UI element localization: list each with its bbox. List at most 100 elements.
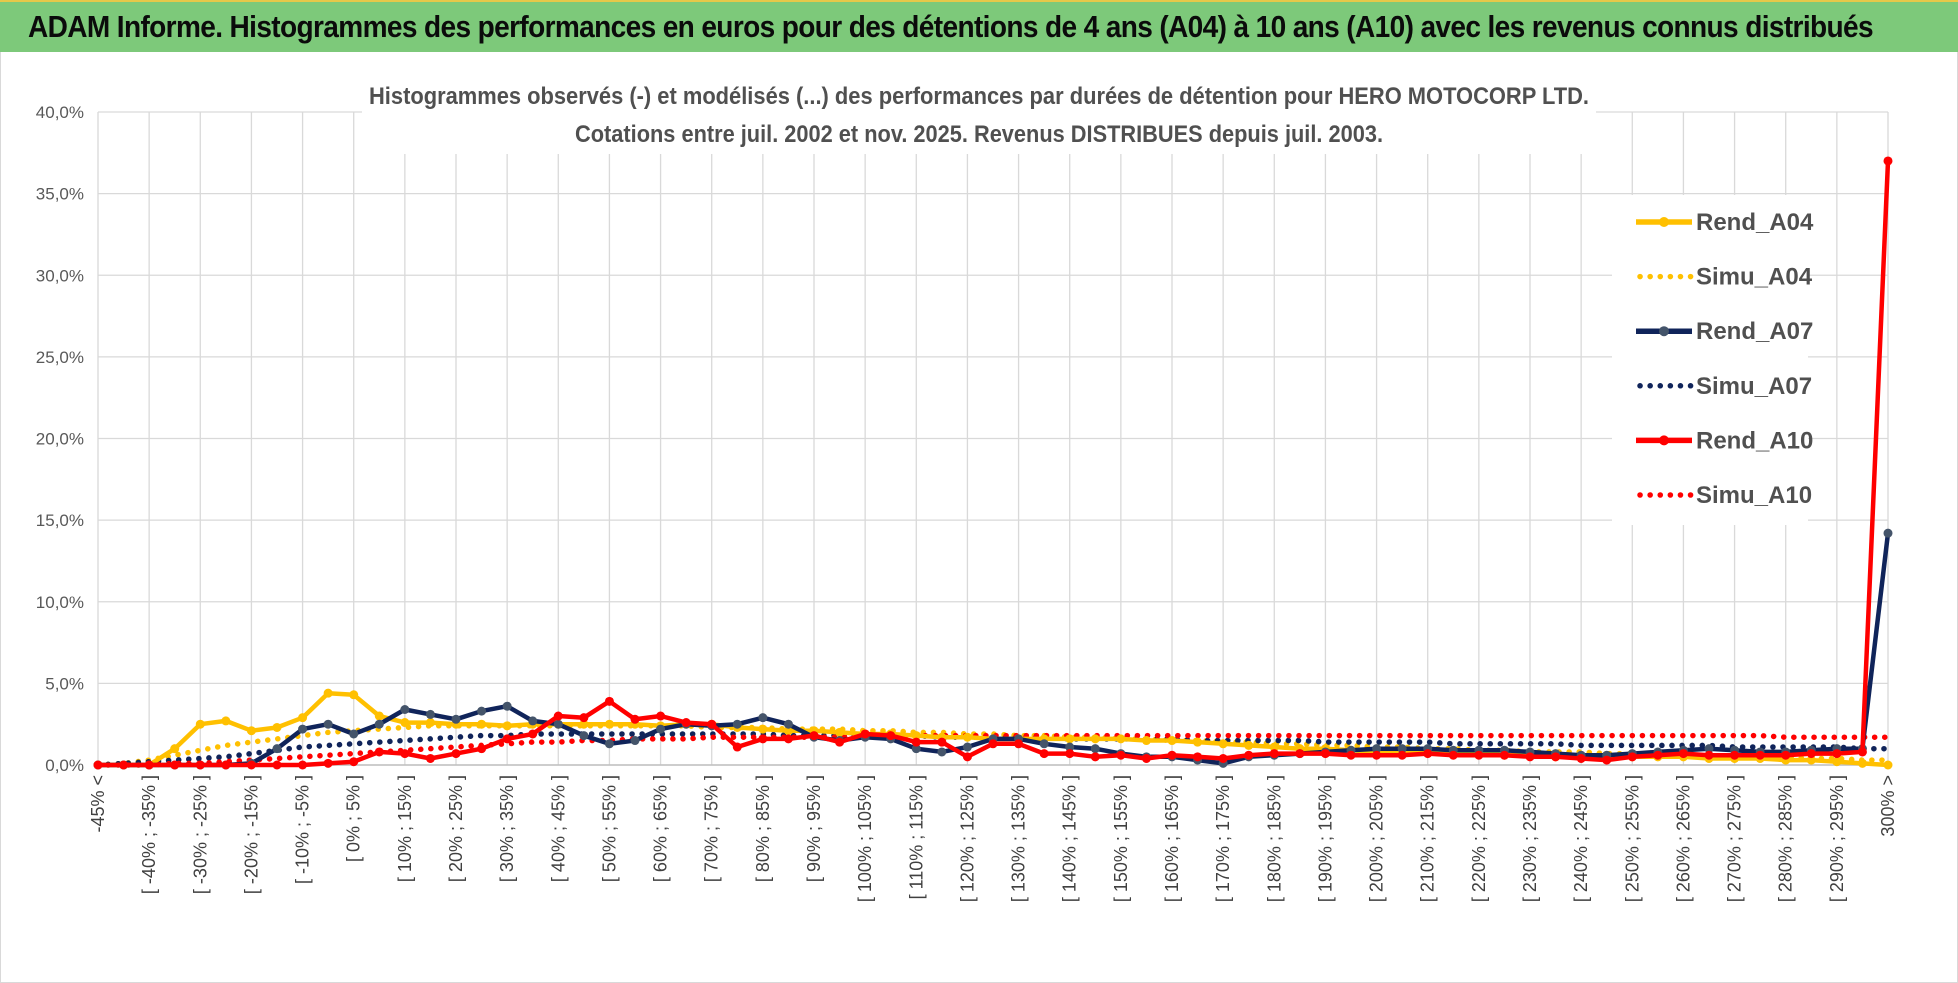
data-point-Rend_A10 (1014, 739, 1024, 749)
data-point-Rend_A10 (1525, 752, 1535, 762)
x-tick-label: [ 10% ; 15% ] (395, 775, 415, 882)
legend-label: Simu_A07 (1696, 373, 1812, 400)
legend-marker (1659, 435, 1669, 446)
data-point-Rend_A04 (272, 722, 282, 732)
data-point-Rend_A10 (1576, 753, 1586, 763)
data-point-Rend_A07 (349, 729, 359, 739)
data-point-Rend_A10 (1499, 750, 1509, 760)
data-point-Rend_A10 (1269, 749, 1279, 759)
data-point-Rend_A07 (502, 701, 512, 711)
data-point-Rend_A04 (1244, 740, 1254, 750)
x-tick-label: [ 60% ; 65% ] (651, 775, 671, 882)
data-point-Rend_A10 (1193, 752, 1203, 762)
y-axis-ticks: 0,0% 5,0% 10,0% 15,0% 20,0% 25,0% 30,0% 35,0% 40… (36, 103, 84, 775)
series-line-Simu_A04 (95, 723, 1891, 768)
data-point-Rend_A10 (604, 696, 614, 706)
data-point-Rend_A10 (1730, 750, 1740, 760)
x-tick-label: [ 280% ; 285% ] (1776, 775, 1796, 902)
data-point-Rend_A10 (1372, 750, 1382, 760)
data-point-Rend_A10 (528, 729, 538, 739)
legend-marker (1659, 326, 1669, 337)
data-point-Rend_A10 (809, 731, 819, 741)
data-point-Rend_A10 (1090, 752, 1100, 762)
data-point-Rend_A04 (1832, 757, 1842, 767)
data-point-Rend_A10 (860, 729, 870, 739)
data-point-Rend_A10 (298, 760, 308, 770)
data-point-Rend_A04 (374, 711, 384, 721)
data-point-Rend_A04 (349, 690, 359, 700)
data-point-Rend_A10 (170, 760, 180, 770)
data-point-Rend_A07 (528, 716, 538, 726)
chart-subtitle: Cotations entre juil. 2002 et nov. 2025.… (575, 121, 1383, 148)
legend-item-Simu_A10: Simu_A10 (1637, 482, 1812, 509)
x-tick-label: -45% < (88, 775, 108, 833)
x-tick-label: [ 140% ; 145% ] (1060, 775, 1080, 902)
x-tick-label: [ 20% ; 25% ] (446, 775, 466, 882)
data-point-Rend_A10 (1397, 750, 1407, 760)
series-lines (93, 156, 1893, 770)
legend-label: Simu_A04 (1696, 264, 1813, 291)
data-point-Rend_A04 (221, 716, 231, 726)
x-tick-label: [ 120% ; 125% ] (957, 775, 977, 902)
data-point-Rend_A04 (1883, 760, 1893, 770)
x-tick-label: [ 110% ; 115% ] (906, 775, 926, 899)
x-tick-label: [ 80% ; 85% ] (753, 775, 773, 882)
data-point-Rend_A10 (349, 757, 359, 767)
x-tick-label: 300% > (1878, 775, 1898, 837)
y-tick-label: 5,0% (45, 674, 84, 693)
data-point-Rend_A10 (1781, 750, 1791, 760)
data-point-Rend_A07 (758, 713, 768, 723)
chart-title: Histogrammes observés (-) et modélisés (… (369, 83, 1589, 110)
data-point-Rend_A07 (323, 719, 333, 729)
data-point-Rend_A07 (630, 736, 640, 746)
data-point-Rend_A10 (1883, 156, 1893, 166)
x-tick-label: [ 170% ; 175% ] (1213, 775, 1233, 902)
data-point-Rend_A10 (835, 737, 845, 747)
data-point-Rend_A04 (477, 719, 487, 729)
data-point-Rend_A10 (1474, 750, 1484, 760)
data-point-Rend_A07 (1397, 744, 1407, 754)
data-point-Rend_A04 (1269, 742, 1279, 752)
data-point-Rend_A10 (502, 734, 512, 744)
y-tick-label: 30,0% (36, 266, 84, 285)
data-point-Rend_A04 (1116, 734, 1126, 744)
legend-item-Rend_A04: Rend_A04 (1636, 209, 1814, 236)
data-point-Rend_A07 (911, 744, 921, 754)
data-point-Rend_A07 (425, 709, 435, 719)
x-tick-label: [ 40% ; 45% ] (548, 775, 568, 882)
data-point-Rend_A07 (937, 747, 947, 757)
x-tick-label: [ 220% ; 225% ] (1469, 775, 1489, 902)
x-tick-label: [ 150% ; 155% ] (1111, 775, 1131, 902)
legend-item-Simu_A04: Simu_A04 (1637, 264, 1813, 291)
data-point-Rend_A10 (451, 749, 461, 759)
data-point-Rend_A10 (937, 737, 947, 747)
data-point-Rend_A04 (400, 718, 410, 728)
x-axis-ticks: -45% < [ -40% ; -35% ] [ -30% ; -25% ] [ -2… (88, 775, 1898, 902)
x-tick-label: [ -40% ; -35% ] (139, 775, 159, 894)
x-tick-label: [ 190% ; 195% ] (1315, 775, 1335, 902)
x-tick-label: [ 250% ; 255% ] (1622, 775, 1642, 902)
data-point-Rend_A10 (886, 731, 896, 741)
data-point-Rend_A07 (962, 742, 972, 752)
data-point-Rend_A07 (477, 706, 487, 716)
legend-label: Rend_A04 (1696, 209, 1814, 236)
series-Rend_A10 (93, 156, 1893, 770)
x-tick-label: [ 270% ; 275% ] (1725, 775, 1745, 902)
report-banner: ADAM Informe. Histogrammes des performan… (0, 0, 1958, 52)
data-point-Rend_A04 (783, 726, 793, 736)
data-point-Rend_A04 (579, 719, 589, 729)
data-point-Rend_A04 (1218, 739, 1228, 749)
x-tick-label: [ 50% ; 55% ] (599, 775, 619, 882)
data-point-Rend_A10 (758, 734, 768, 744)
data-point-Rend_A04 (1806, 755, 1816, 765)
x-tick-label: [ 30% ; 35% ] (497, 775, 517, 882)
data-point-Rend_A07 (1039, 739, 1049, 749)
data-point-Rend_A07 (1090, 744, 1100, 754)
data-point-Rend_A10 (477, 744, 487, 754)
x-tick-label: [ 0% ; 5% ] (344, 775, 364, 862)
y-tick-label: 10,0% (36, 593, 84, 612)
data-point-Rend_A10 (1627, 752, 1637, 762)
data-point-Rend_A04 (1065, 734, 1075, 744)
data-point-Rend_A10 (374, 747, 384, 757)
